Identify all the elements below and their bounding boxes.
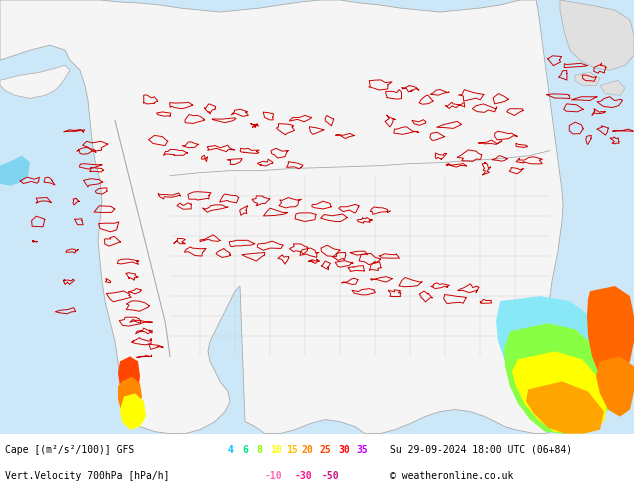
Polygon shape [0,156,30,186]
Polygon shape [600,80,625,96]
Polygon shape [560,0,634,70]
Text: 25: 25 [320,445,332,455]
Text: 8: 8 [256,445,262,455]
Text: Vert.Velocity 700hPa [hPa/h]: Vert.Velocity 700hPa [hPa/h] [5,471,169,481]
Text: -50: -50 [322,471,340,481]
Polygon shape [587,286,634,381]
Polygon shape [118,376,142,419]
Text: 30: 30 [338,445,350,455]
Text: 15: 15 [286,445,298,455]
Text: 4: 4 [228,445,234,455]
Text: 10: 10 [270,445,281,455]
Text: -30: -30 [295,471,313,481]
Text: -10: -10 [265,471,283,481]
Polygon shape [120,393,146,430]
Text: 35: 35 [356,445,368,455]
Polygon shape [575,73,600,85]
Text: Su 29-09-2024 18:00 UTC (06+84): Su 29-09-2024 18:00 UTC (06+84) [390,445,572,455]
Text: © weatheronline.co.uk: © weatheronline.co.uk [390,471,514,481]
Polygon shape [118,356,140,401]
Polygon shape [0,0,563,434]
Polygon shape [496,296,615,427]
Polygon shape [0,65,70,98]
Text: 20: 20 [302,445,314,455]
Polygon shape [512,351,608,434]
Polygon shape [596,356,634,416]
Text: 6: 6 [242,445,248,455]
Polygon shape [504,323,612,434]
Text: Cape [(m²/s²/100)] GFS: Cape [(m²/s²/100)] GFS [5,445,134,455]
Polygon shape [526,381,604,434]
